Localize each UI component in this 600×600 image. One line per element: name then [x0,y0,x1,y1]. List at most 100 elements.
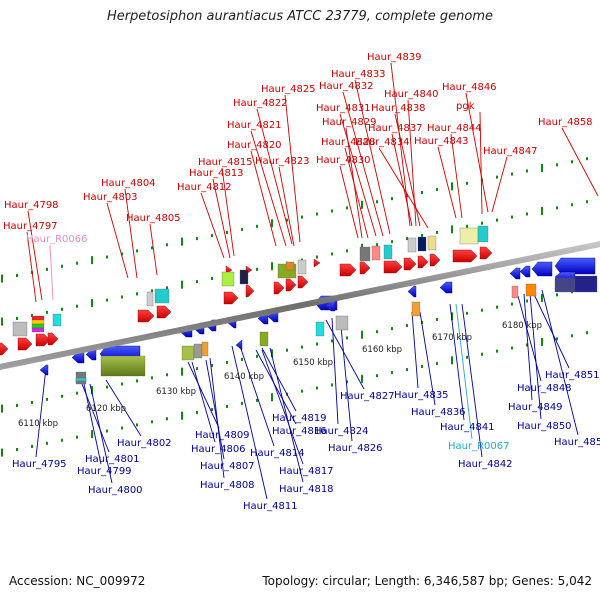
forward-gene-label: Haur_4828 [321,137,376,148]
leader-line [449,303,465,421]
annotation-box [181,345,195,361]
reverse-gene-label: Haur_4826 [328,443,383,454]
leader-line [209,357,225,479]
forward-gene-label: pgk [456,101,475,112]
annotation-box [201,341,209,357]
leader-line [450,133,463,219]
forward-gene-arrow [479,246,493,260]
annotation-box [31,327,45,333]
leader-line [529,293,542,420]
kbp-label: 6130 kbp [156,387,196,397]
leader-line [407,99,417,227]
annotation-box [285,261,295,271]
reverse-gene-label: Haur_4799 [77,466,132,477]
reverse-gene-label: Haur_4835 [394,390,449,401]
annotation-box [427,235,437,251]
annotation-box [31,323,45,329]
reverse-gene-label: Haur_4808 [200,480,255,491]
forward-gene-label: Haur_4812 [177,182,232,193]
reverse-gene-label: Haur_4795 [12,459,67,470]
reverse-gene-label: Haur_4814 [250,448,305,459]
reverse-gene-label: Haur_4818 [279,484,334,495]
forward-gene-arrow [429,253,441,267]
reverse-gene-label: Haur_4841 [440,422,495,433]
reverse-gene-label: Haur_4802 [117,438,172,449]
leader-line [339,113,377,237]
leader-line [331,317,339,425]
forward-gene-labels: Haur_4798 Haur_4797 Haur_R0066 Haur_4804 Hau… [3,52,593,245]
reverse-gene-label: Haur_4816 [272,426,327,437]
forward-gene-label: Haur_R0066 [26,234,88,245]
leader-line [479,111,483,215]
outer-forward-tick-row [1,157,588,283]
reverse-gene-arrow [39,364,49,376]
annotation-box [154,288,170,304]
forward-gene-arrow [339,263,357,277]
forward-gene-label: Haur_4797 [3,221,58,232]
leader-line [339,315,353,442]
kbp-label: 6150 kbp [293,358,333,368]
reverse-gene-label: Haur_4842 [458,459,513,470]
forward-gene-arrow [313,258,321,268]
forward-gene-label: Haur_4840 [384,89,439,100]
reverse-gene-arrow [407,285,417,298]
map-title: Herpetosiphon aurantiacus ATCC 23779, co… [106,9,494,24]
reverse-gene-label: Haur_4811 [243,501,298,512]
leader-line [27,210,43,301]
forward-gene-label: Haur_4846 [442,82,497,93]
leader-line [517,295,542,382]
annotation-box [259,331,269,347]
leader-line [35,367,47,458]
leader-line [491,156,508,213]
annotation-box [146,291,154,307]
leader-line [391,133,413,227]
leader-line [149,223,158,276]
leader-line [26,231,37,303]
annotation-box [335,315,349,331]
annotation-box [221,271,235,287]
reverse-gene-label: Haur_R0067 [448,441,510,452]
reverse-gene-arrow [531,261,553,277]
reverse-gene-label: Haur_4806 [191,444,246,455]
kbp-label: 6160 kbp [362,345,402,355]
leader-line [261,347,297,412]
forward-gene-label: Haur_4803 [83,192,138,203]
forward-gene-arrow [47,332,59,346]
leader-line [455,303,473,440]
reverse-gene-arrow [519,265,531,278]
leader-line [390,62,411,227]
leader-line [89,383,113,484]
gene-features [0,225,598,385]
forward-gene-arrow [285,278,297,292]
leader-line [325,319,365,390]
inner-forward-tick-row [1,200,588,326]
leader-line [250,150,277,247]
forward-gene-label: Haur_4833 [331,69,386,80]
annotation-box [297,259,307,275]
annotation-box [359,246,371,262]
annotation-box [12,321,28,337]
forward-gene-label: Haur_4839 [367,52,422,63]
leader-line [49,244,54,301]
leader-line [278,166,295,247]
annotation-box [31,319,45,325]
leader-line [200,192,225,259]
leader-line [269,347,304,483]
leader-line [250,130,287,247]
forward-gene-label: Haur_4798 [4,200,59,211]
reverse-gene-label: Haur_4801 [85,454,140,465]
leader-line [411,311,419,389]
leader-line [378,147,429,229]
leader-line [541,289,579,436]
leader-line [342,91,384,237]
leader-line [465,92,489,213]
forward-gene-label: Haur_4821 [227,120,282,131]
forward-gene-arrow [273,281,285,295]
leader-line [561,127,599,197]
forward-gene-label: Haur_4843 [414,136,469,147]
forward-gene-label: Haur_4847 [483,146,538,157]
topology-summary-label: Topology: circular; Length: 6,346,587 bp… [262,574,592,588]
forward-gene-label: Haur_4815 [198,157,253,168]
